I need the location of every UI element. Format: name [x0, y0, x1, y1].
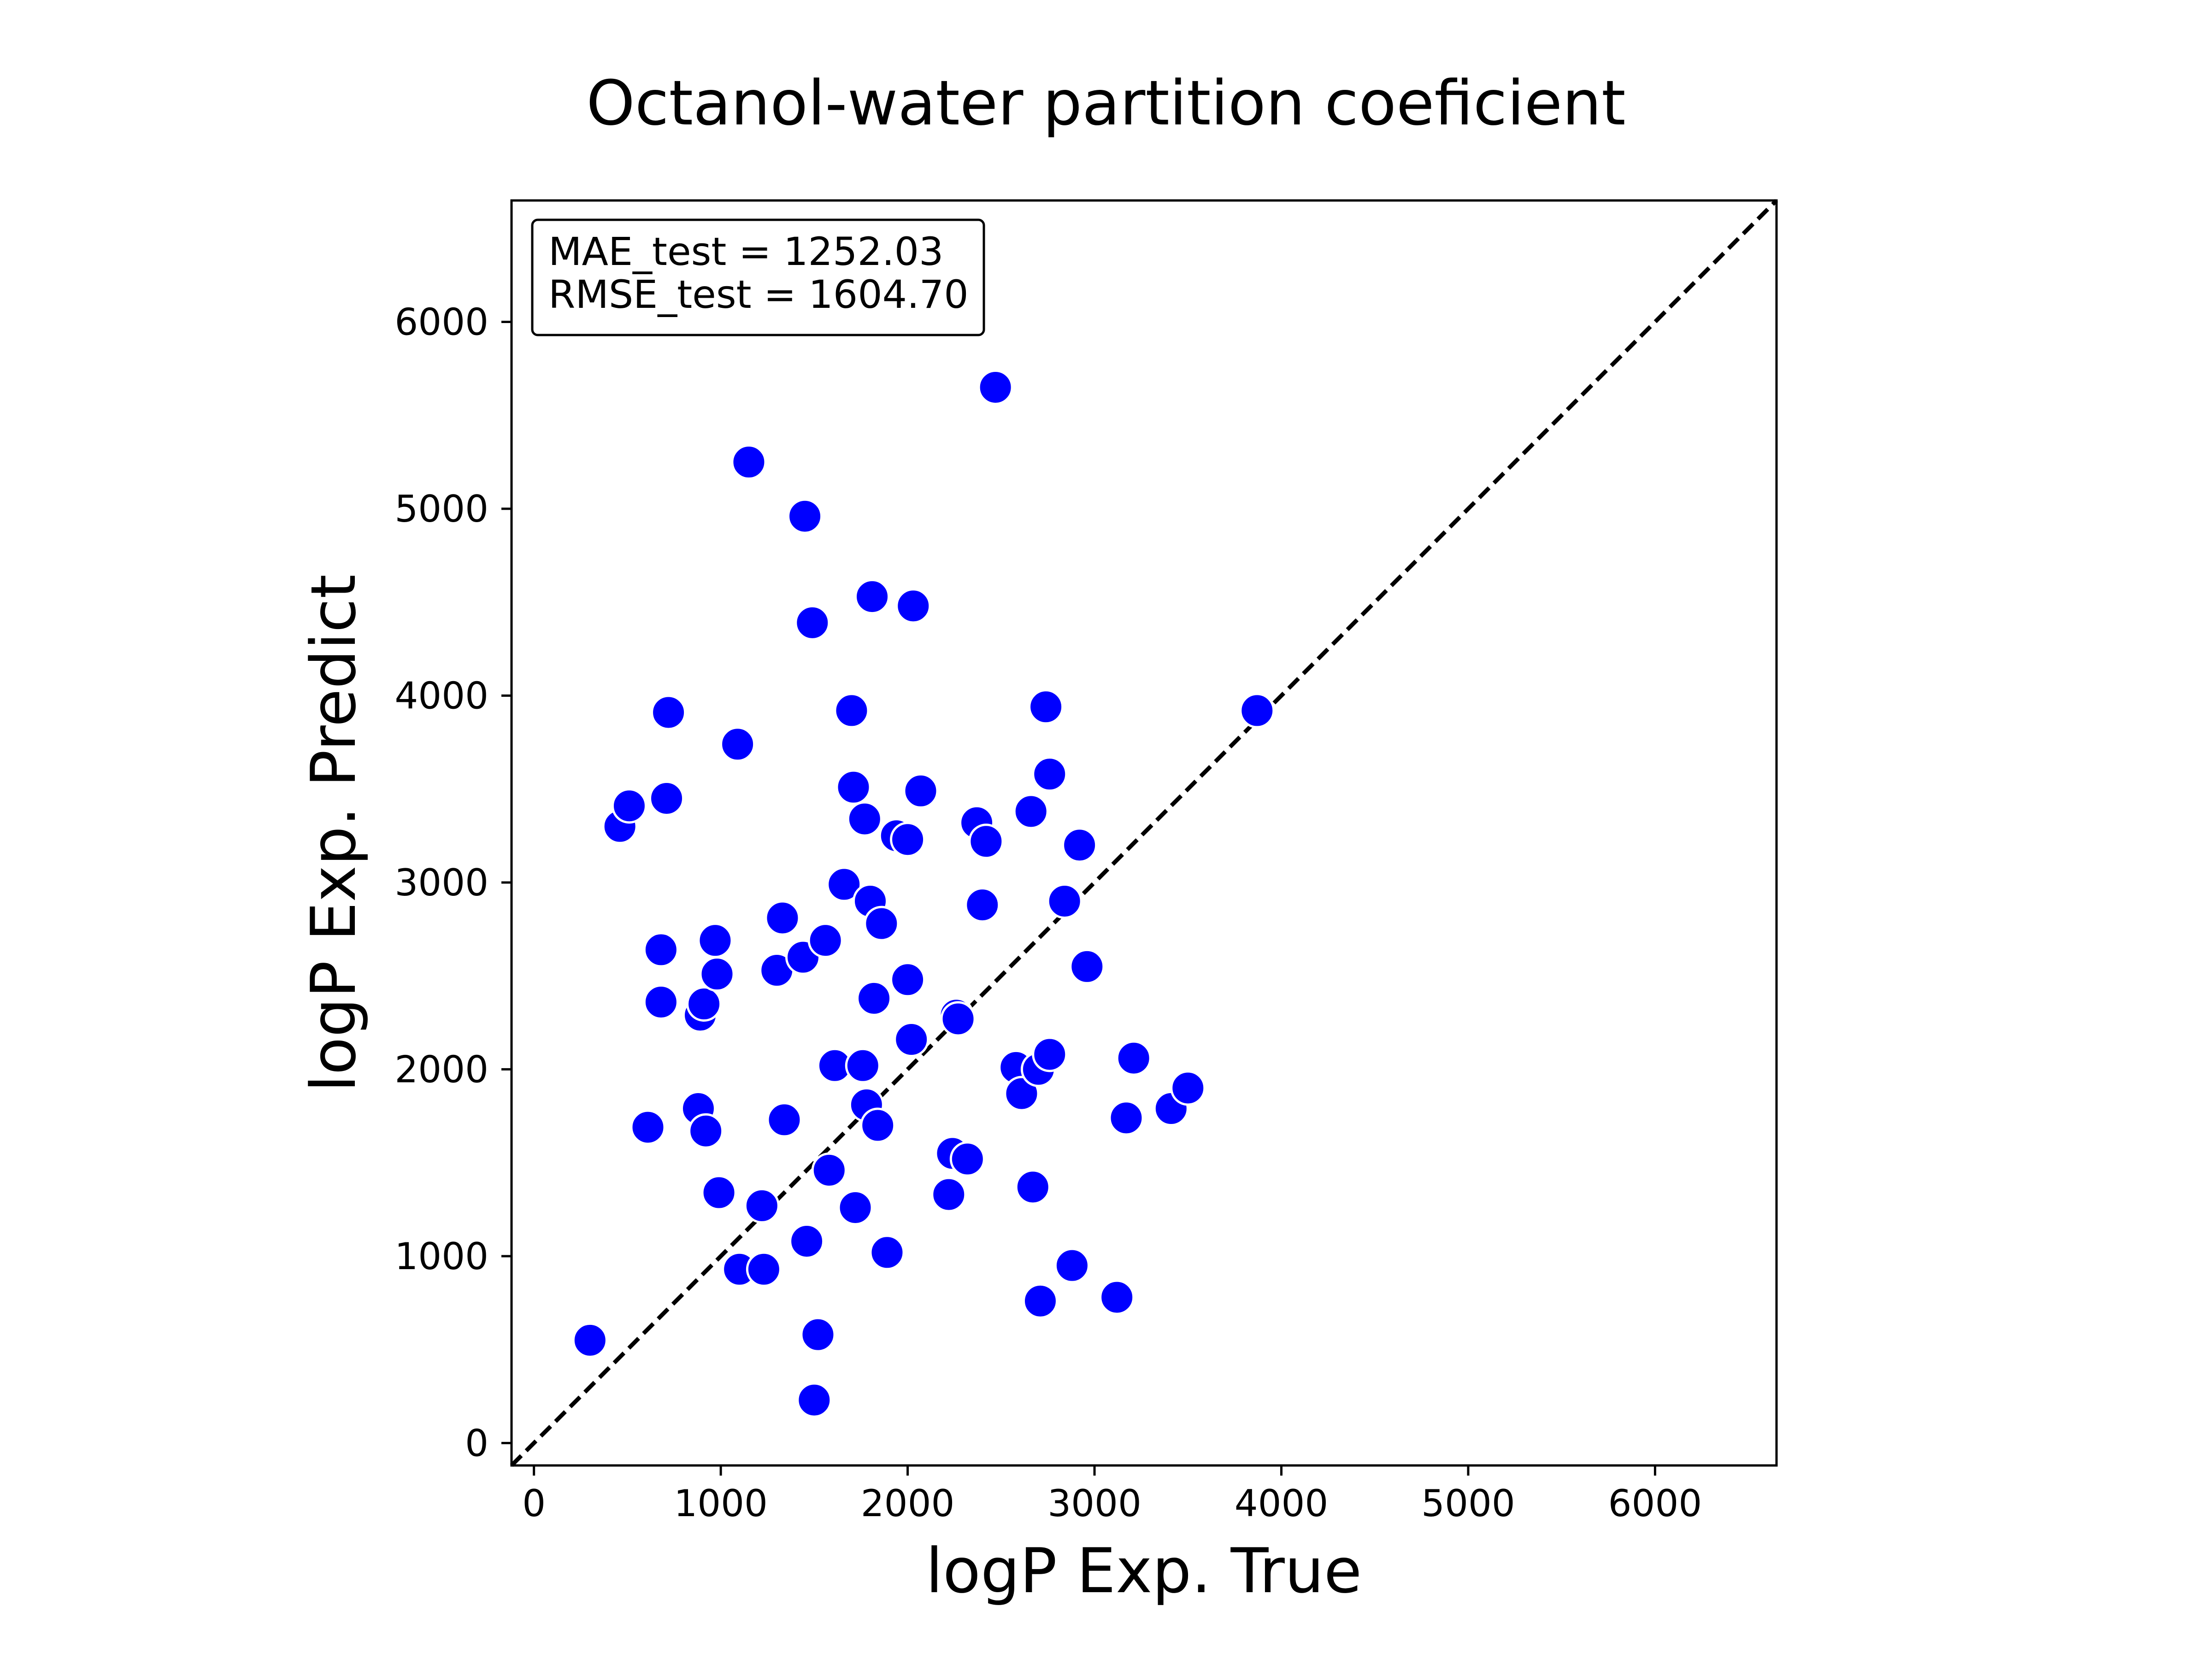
x-tick-label: 6000 — [1608, 1482, 1702, 1525]
stats-box-frame — [531, 218, 985, 336]
y-tick-label: 4000 — [394, 674, 488, 717]
data-point — [903, 773, 939, 809]
y-tick-label: 0 — [465, 1422, 488, 1465]
mae-text: MAE_test = 1252.03 — [548, 229, 943, 274]
data-point — [701, 1175, 737, 1211]
data-point — [1239, 693, 1275, 729]
data-point — [835, 769, 871, 805]
data-point — [789, 1223, 825, 1259]
chart-title: Octanol-water partition coeficient — [586, 67, 1625, 139]
data-point — [1022, 1283, 1058, 1319]
data-point — [572, 1322, 608, 1358]
data-point — [940, 1001, 976, 1037]
data-point — [1028, 689, 1064, 725]
x-tick-label: 5000 — [1421, 1482, 1515, 1525]
data-point — [688, 1113, 724, 1149]
data-point — [854, 579, 890, 615]
plot-area — [510, 199, 1778, 1467]
data-point — [1062, 827, 1098, 863]
data-point — [845, 1047, 881, 1083]
data-point — [949, 1141, 985, 1177]
data-point — [837, 1189, 873, 1225]
data-point — [1054, 1247, 1090, 1283]
y-tick-label: 6000 — [394, 301, 488, 344]
x-axis-ticks: 0 1000 2000 3000 4000 5000 6000 — [522, 1465, 1702, 1525]
data-point — [796, 1382, 832, 1418]
data-point — [643, 932, 679, 968]
data-point — [630, 1109, 666, 1145]
data-point — [1047, 883, 1082, 919]
x-tick-label: 1000 — [674, 1482, 768, 1525]
data-point — [890, 962, 926, 998]
data-point — [800, 1317, 836, 1353]
data-point — [643, 984, 679, 1020]
data-point — [766, 1102, 802, 1138]
x-tick-label: 3000 — [1047, 1482, 1141, 1525]
x-tick-label: 2000 — [861, 1482, 955, 1525]
y-tick-label: 2000 — [394, 1048, 488, 1091]
data-point — [1032, 1036, 1068, 1072]
rmse-text: RMSE_test = 1604.70 — [548, 272, 969, 317]
y-axis-label: logP Exp. Predict — [298, 574, 370, 1092]
y-tick-label: 1000 — [394, 1235, 488, 1278]
y-tick-label: 3000 — [394, 861, 488, 904]
data-point — [834, 693, 870, 729]
data-point — [826, 866, 862, 902]
data-point — [699, 956, 735, 992]
data-point — [651, 694, 687, 730]
data-point — [765, 900, 800, 936]
data-point — [860, 1107, 896, 1143]
data-point — [649, 780, 685, 816]
data-point — [847, 801, 882, 837]
data-point — [1004, 1076, 1040, 1112]
data-point — [794, 605, 830, 641]
data-point — [869, 1235, 905, 1271]
plot-frame — [510, 199, 1778, 1467]
data-point — [968, 824, 1004, 859]
data-point — [720, 726, 756, 762]
x-tick-label: 4000 — [1235, 1482, 1329, 1525]
x-axis-label: logP Exp. True — [926, 1535, 1362, 1607]
x-tick-label: 0 — [522, 1482, 546, 1525]
data-point — [1108, 1100, 1144, 1136]
data-point — [611, 788, 647, 824]
data-point — [965, 887, 1000, 923]
data-point — [864, 906, 900, 941]
data-point — [807, 923, 843, 959]
y-axis-ticks: 0 1000 2000 3000 4000 5000 6000 — [394, 301, 512, 1465]
data-point — [697, 923, 733, 959]
data-point — [931, 1177, 967, 1212]
y-tick-label: 5000 — [394, 488, 488, 530]
identity-line-layer — [510, 199, 1778, 1467]
data-point — [894, 1022, 930, 1058]
data-point — [895, 588, 931, 624]
data-point — [856, 980, 892, 1016]
data-point — [1032, 756, 1068, 792]
data-point — [1015, 1169, 1051, 1205]
data-point — [1170, 1070, 1206, 1106]
data-point — [890, 822, 926, 858]
data-point — [686, 986, 722, 1022]
data-point — [744, 1188, 780, 1224]
data-point — [1099, 1279, 1135, 1315]
data-point — [731, 444, 767, 480]
identity-line — [510, 199, 1778, 1467]
data-point — [746, 1251, 782, 1287]
data-point — [977, 369, 1013, 405]
data-points-layer — [572, 369, 1275, 1418]
data-point — [787, 498, 823, 534]
data-point — [1013, 794, 1049, 830]
stats-box: MAE_test = 1252.03 RMSE_test = 1604.70 — [531, 218, 985, 336]
data-point — [811, 1152, 847, 1188]
data-point — [1069, 948, 1105, 984]
data-point — [1116, 1040, 1152, 1076]
